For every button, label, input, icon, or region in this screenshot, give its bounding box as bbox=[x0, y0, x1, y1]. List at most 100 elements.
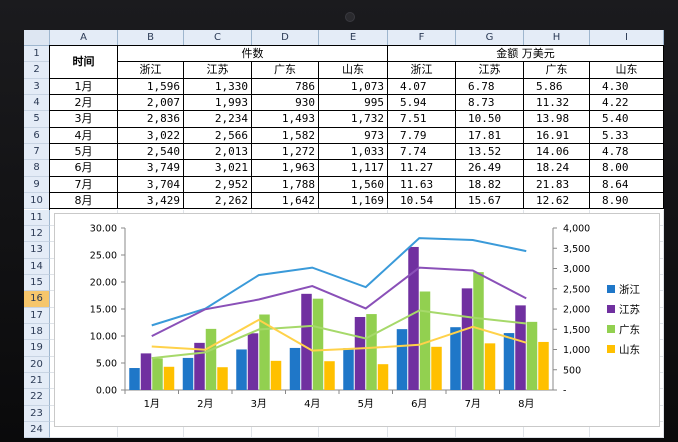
data-cell[interactable]: 10.54 bbox=[388, 193, 456, 210]
row-header-14[interactable]: 14 bbox=[24, 258, 50, 275]
row-header-3[interactable]: 3 bbox=[24, 78, 50, 96]
data-cell[interactable]: 5.86 bbox=[524, 78, 590, 96]
data-cell[interactable]: 6.78 bbox=[456, 78, 524, 96]
data-cell[interactable]: 2,007 bbox=[118, 95, 184, 112]
row-header-8[interactable]: 8 bbox=[24, 160, 50, 177]
grid-cell[interactable] bbox=[184, 422, 252, 438]
province-header[interactable]: 浙江 bbox=[118, 62, 184, 79]
data-cell[interactable]: 4.07 bbox=[388, 78, 456, 96]
data-cell[interactable]: 1,732 bbox=[319, 111, 388, 128]
data-cell[interactable]: 1,560 bbox=[319, 176, 388, 194]
data-cell[interactable]: 13.52 bbox=[456, 144, 524, 161]
data-cell[interactable]: 1,073 bbox=[319, 78, 388, 96]
data-cell[interactable]: 1,596 bbox=[118, 78, 184, 96]
data-cell[interactable]: 11.63 bbox=[388, 176, 456, 194]
data-cell[interactable]: 1,033 bbox=[319, 144, 388, 161]
row-header-12[interactable]: 12 bbox=[24, 225, 50, 243]
data-cell[interactable]: 5.33 bbox=[590, 127, 664, 145]
row-header-6[interactable]: 6 bbox=[24, 127, 50, 145]
province-header[interactable]: 江苏 bbox=[456, 62, 524, 79]
row-header-23[interactable]: 23 bbox=[24, 405, 50, 423]
amount-group-header[interactable]: 金额 万美元 bbox=[388, 46, 664, 63]
row-header-22[interactable]: 22 bbox=[24, 389, 50, 406]
data-cell[interactable]: 930 bbox=[252, 95, 319, 112]
data-cell[interactable]: 11.32 bbox=[524, 95, 590, 112]
data-cell[interactable]: 8.00 bbox=[590, 160, 664, 177]
column-header-E[interactable]: E bbox=[319, 30, 388, 46]
row-header-1[interactable]: 1 bbox=[24, 46, 50, 63]
row-header-24[interactable]: 24 bbox=[24, 422, 50, 438]
row-header-18[interactable]: 18 bbox=[24, 323, 50, 341]
data-cell[interactable]: 1,169 bbox=[319, 193, 388, 210]
column-header-B[interactable]: B bbox=[118, 30, 184, 46]
column-header-G[interactable]: G bbox=[456, 30, 524, 46]
data-cell[interactable]: 1,642 bbox=[252, 193, 319, 210]
data-cell[interactable]: 18.24 bbox=[524, 160, 590, 177]
data-cell[interactable]: 1,330 bbox=[184, 78, 252, 96]
month-cell[interactable]: 1月 bbox=[50, 78, 118, 96]
data-cell[interactable]: 2,836 bbox=[118, 111, 184, 128]
data-cell[interactable]: 5.40 bbox=[590, 111, 664, 128]
grid-cell[interactable] bbox=[456, 422, 524, 438]
grid-cell[interactable] bbox=[388, 422, 456, 438]
data-cell[interactable]: 16.91 bbox=[524, 127, 590, 145]
month-cell[interactable]: 7月 bbox=[50, 176, 118, 194]
data-cell[interactable]: 7.51 bbox=[388, 111, 456, 128]
data-cell[interactable]: 13.98 bbox=[524, 111, 590, 128]
data-cell[interactable]: 10.50 bbox=[456, 111, 524, 128]
data-cell[interactable]: 2,540 bbox=[118, 144, 184, 161]
row-header-2[interactable]: 2 bbox=[24, 62, 50, 79]
data-cell[interactable]: 2,262 bbox=[184, 193, 252, 210]
row-header-15[interactable]: 15 bbox=[24, 274, 50, 292]
column-header-A[interactable]: A bbox=[50, 30, 118, 46]
grid-cell[interactable] bbox=[319, 422, 388, 438]
data-cell[interactable]: 3,704 bbox=[118, 176, 184, 194]
combo-chart[interactable]: 0.00 5.00 10.00 15.00 20.00 25.00 30.00 - 500 1,0… bbox=[54, 213, 660, 427]
data-cell[interactable]: 4.78 bbox=[590, 144, 664, 161]
data-cell[interactable]: 3,021 bbox=[184, 160, 252, 177]
data-cell[interactable]: 11.27 bbox=[388, 160, 456, 177]
row-header-4[interactable]: 4 bbox=[24, 95, 50, 112]
data-cell[interactable]: 12.62 bbox=[524, 193, 590, 210]
data-cell[interactable]: 5.94 bbox=[388, 95, 456, 112]
row-header-9[interactable]: 9 bbox=[24, 176, 50, 194]
month-cell[interactable]: 3月 bbox=[50, 111, 118, 128]
data-cell[interactable]: 786 bbox=[252, 78, 319, 96]
row-header-17[interactable]: 17 bbox=[24, 307, 50, 324]
data-cell[interactable]: 1,493 bbox=[252, 111, 319, 128]
grid-cell[interactable] bbox=[118, 422, 184, 438]
data-cell[interactable]: 7.79 bbox=[388, 127, 456, 145]
data-cell[interactable]: 15.67 bbox=[456, 193, 524, 210]
data-cell[interactable]: 973 bbox=[319, 127, 388, 145]
row-header-20[interactable]: 20 bbox=[24, 356, 50, 373]
month-cell[interactable]: 6月 bbox=[50, 160, 118, 177]
column-header-C[interactable]: C bbox=[184, 30, 252, 46]
month-cell[interactable]: 5月 bbox=[50, 144, 118, 161]
grid-cell[interactable] bbox=[524, 422, 590, 438]
column-header-H[interactable]: H bbox=[524, 30, 590, 46]
province-header[interactable]: 广东 bbox=[252, 62, 319, 79]
row-header-10[interactable]: 10 bbox=[24, 193, 50, 210]
data-cell[interactable]: 8.64 bbox=[590, 176, 664, 194]
data-cell[interactable]: 8.90 bbox=[590, 193, 664, 210]
row-header-11[interactable]: 11 bbox=[24, 209, 50, 226]
data-cell[interactable]: 2,234 bbox=[184, 111, 252, 128]
column-header-I[interactable]: I bbox=[590, 30, 664, 46]
province-header[interactable]: 山东 bbox=[319, 62, 388, 79]
grid-cell[interactable] bbox=[50, 422, 118, 438]
data-cell[interactable]: 3,749 bbox=[118, 160, 184, 177]
data-cell[interactable]: 2,566 bbox=[184, 127, 252, 145]
data-cell[interactable]: 3,429 bbox=[118, 193, 184, 210]
row-header-7[interactable]: 7 bbox=[24, 144, 50, 161]
data-cell[interactable]: 26.49 bbox=[456, 160, 524, 177]
data-cell[interactable]: 1,963 bbox=[252, 160, 319, 177]
data-cell[interactable]: 17.81 bbox=[456, 127, 524, 145]
column-header-D[interactable]: D bbox=[252, 30, 319, 46]
data-cell[interactable]: 1,272 bbox=[252, 144, 319, 161]
time-header[interactable]: 时间 bbox=[50, 46, 118, 79]
data-cell[interactable]: 21.83 bbox=[524, 176, 590, 194]
province-header[interactable]: 浙江 bbox=[388, 62, 456, 79]
grid-cell[interactable] bbox=[590, 422, 664, 438]
province-header[interactable]: 江苏 bbox=[184, 62, 252, 79]
row-header-13[interactable]: 13 bbox=[24, 242, 50, 259]
